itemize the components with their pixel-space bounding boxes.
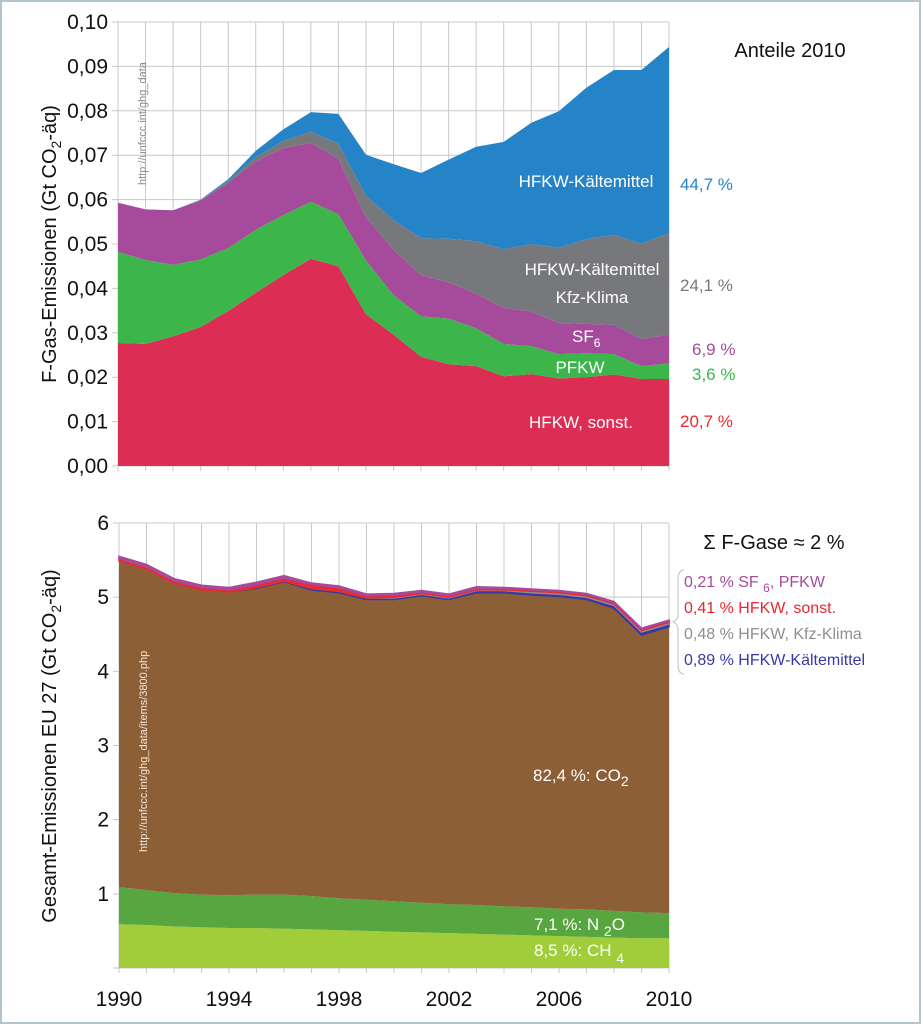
label-co2: 82,4 %: CO2 [533,766,629,789]
top-source-note: http://unfccc.int/ghg_data [137,61,149,185]
legend-hfkw-kaeltemittel: 0,89 % HFKW-Kältemittel [684,652,865,669]
share-hfkw-kaeltemittel: 44,7 % [680,175,733,194]
top-chart-title: Anteile 2010 [734,40,845,62]
area-pfkw [118,201,669,379]
y-tick-label: 0,07 [67,144,108,167]
label-sf6: SF6 [572,327,601,350]
y-tick-label: 3 [97,735,109,758]
top-areas [118,46,669,466]
label-hfkw-kfz-line2: Kfz-Klima [556,288,629,307]
legend-brace [671,569,685,675]
x-tick-label: 1990 [96,988,143,1011]
x-tick-label: 2006 [536,988,583,1011]
bottom-chart-title: Σ F-Gase ≈ 2 % [703,532,844,554]
share-hfkw-sonst: 20,7 % [680,412,733,431]
y-tick-label: 0,10 [67,11,108,34]
label-hfkw-kfz-line1: HFKW-Kältemittel [525,260,660,279]
y-tick-label: 5 [97,586,109,609]
y-tick-label: 0,03 [67,322,108,345]
bottom-y-axis-title: Gesamt-Emissionen EU 27 (Gt CO2-äq) [39,569,64,922]
bottom-y-ticks: 1 2 3 4 5 6 [97,512,109,906]
y-tick-label: 0,05 [67,233,108,256]
area-hfkw-k-ltemittel [118,46,669,250]
top-y-ticks: 0,00 0,01 0,02 0,03 0,04 0,05 0,06 0,07 0,08 0,09… [67,11,108,478]
x-tick-label: 1994 [206,988,253,1011]
label-hfkw-sonst: HFKW, sonst. [529,413,633,432]
y-tick-label: 0,06 [67,189,108,212]
area-hfkw-k-ltemittel-kfz-klima [118,131,669,339]
share-hfkw-kfz: 24,1 % [680,276,733,295]
area-ch4 [119,924,669,968]
bottom-areas [118,555,670,968]
top-chart: 0,00 0,01 0,02 0,03 0,04 0,05 0,06 0,07 0,08 0,09… [39,11,846,478]
y-tick-label: 0,00 [67,455,108,478]
y-tick-label: 0,02 [67,366,108,389]
bottom-x-ticks: 1990 1994 1998 2002 2006 2010 [96,988,693,1011]
bottom-chart: 1 2 3 4 5 6 1990 1994 1998 2002 2006 2010 Gesamt-E… [39,512,865,1011]
y-tick-label: 6 [97,512,109,535]
area-hfkw-sonst [118,258,669,466]
area-sf6 [118,142,669,367]
share-pfkw: 3,6 % [692,365,735,384]
legend-hfkw-kfz: 0,48 % HFKW, Kfz-Klima [684,626,862,643]
x-tick-label: 2010 [646,988,693,1011]
y-tick-label: 0,09 [67,55,108,78]
y-tick-label: 4 [97,660,109,683]
label-pfkw: PFKW [555,358,604,377]
area-n2o [119,887,669,939]
x-tick-label: 2002 [426,988,473,1011]
share-sf6: 6,9 % [692,340,735,359]
label-hfkw-kaeltemittel: HFKW-Kältemittel [519,172,654,191]
bottom-source-note: http://unfccc.int/ghg_data/items/3800.ph… [138,651,150,852]
y-tick-label: 0,08 [67,100,108,123]
y-tick-label: 0,01 [67,411,108,434]
label-ch4: 8,5 %: CH 4 [534,941,624,966]
y-tick-label: 1 [97,883,109,906]
area-co2 [119,560,669,914]
x-tick-label: 1998 [316,988,363,1011]
legend-sf6-pfkw: 0,21 % SF 6, PFKW [684,574,826,595]
area-sf6-pfkw [118,555,670,631]
y-tick-label: 2 [97,809,109,832]
y-tick-label: 0,04 [67,277,108,300]
legend-hfkw-sonst: 0,41 % HFKW, sonst. [684,600,836,617]
top-y-axis-title: F-Gas-Emissionen (Gt CO2-äq) [39,105,64,383]
label-n2o: 7,1 %: N 2O [534,915,625,939]
